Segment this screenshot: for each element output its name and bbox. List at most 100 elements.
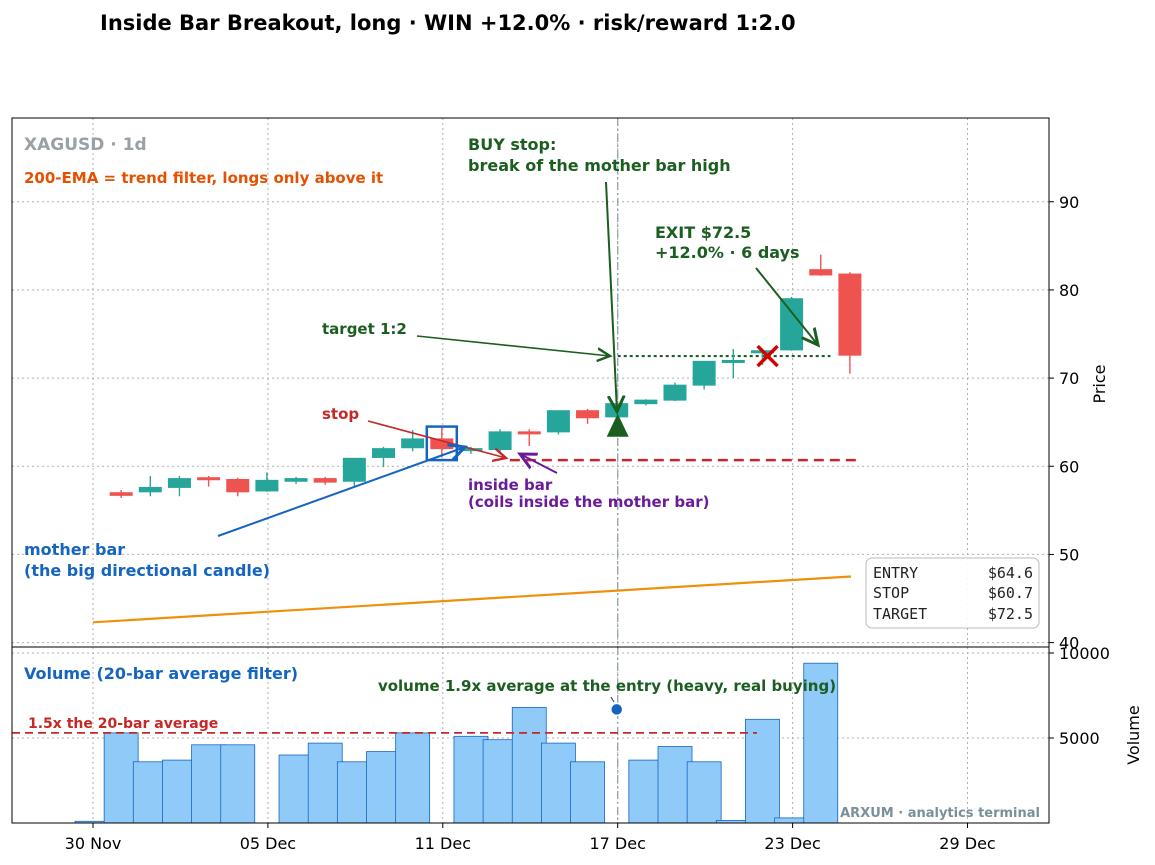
volume-bar (220, 744, 256, 824)
volume-bar (745, 718, 780, 824)
volume-title: Volume (20-bar average filter) (24, 664, 298, 683)
price-annotations: BUY stop: break of the mother bar high EXI… (24, 135, 818, 580)
price-tick-label: 90 (1059, 193, 1079, 212)
volume-bars (74, 662, 839, 824)
trade-entry-value: $64.6 (988, 564, 1033, 582)
entry-volume-label: volume 1.9x average at the entry (heavy,… (378, 677, 836, 695)
trade-target-label: TARGET (873, 605, 927, 623)
buy-stop-label-1: BUY stop: (468, 135, 556, 154)
candle-body (838, 273, 862, 356)
volume-bar (686, 761, 722, 824)
volume-bar (132, 761, 168, 824)
volume-bar (278, 754, 314, 824)
x-tick-label: 30 Nov (65, 834, 122, 853)
volume-bar (570, 761, 605, 824)
candle-body (546, 410, 570, 433)
candle-body (372, 448, 395, 458)
entry-volume-pointer (610, 696, 615, 703)
candle-body (284, 478, 308, 482)
volume-tick-label: 5000 (1059, 729, 1100, 748)
candle-body (109, 492, 133, 496)
mother-bar-label-2: (the big directional candle) (24, 561, 270, 580)
x-tick-label: 05 Dec (240, 834, 296, 853)
candle-body (138, 486, 162, 493)
candle-body (809, 269, 833, 276)
candle-body (663, 384, 687, 401)
symbol-label: XAGUSD · 1d (24, 135, 147, 155)
exit-label-2: +12.0% · 6 days (655, 243, 800, 262)
ema-200-line (92, 575, 851, 624)
candle-body (692, 360, 716, 386)
volume-axis-label: Volume (1124, 705, 1143, 765)
candles (109, 254, 862, 498)
stop-arrow (367, 420, 506, 458)
inside-bar-label-1: inside bar (468, 476, 553, 494)
candle-body (313, 478, 337, 483)
trade-box: ENTRY $64.6 STOP $60.7 TARGET $72.5 (865, 557, 1040, 629)
candle-body (721, 359, 745, 363)
trade-stop-label: STOP (873, 584, 909, 602)
trade-entry-label: ENTRY (873, 564, 918, 582)
target-arrow (416, 335, 610, 356)
entry-volume-marker (609, 702, 624, 717)
mother-bar-label-1: mother bar (24, 540, 125, 559)
ema-label: 200-EMA = trend filter, longs only above… (24, 169, 383, 187)
watermark: ARXUM · analytics terminal (840, 806, 1040, 821)
volume-bar (657, 746, 693, 824)
x-tick-label: 17 Dec (589, 834, 645, 853)
candle-body (576, 410, 600, 419)
volume-bar (395, 732, 431, 824)
volume-grid (12, 647, 1049, 823)
candle-body (517, 431, 541, 435)
candle-body (342, 457, 366, 482)
chart-title: Inside Bar Breakout, long · WIN +12.0% ·… (100, 11, 796, 35)
price-axis-label: Price (1090, 364, 1109, 403)
volume-bar (482, 739, 518, 824)
exit-arrow (755, 267, 818, 345)
volume-average-label: 1.5x the 20-bar average (28, 716, 218, 732)
volume-bar (336, 761, 372, 824)
candle-body (780, 298, 804, 351)
volume-tick-label: 10000 (1059, 644, 1110, 663)
buy-stop-label-2: break of the mother bar high (468, 156, 731, 175)
mother-bar-arrow (217, 447, 465, 537)
volume-frame (11, 646, 1050, 824)
mother-bar-highlight (425, 425, 459, 462)
candle-body (401, 438, 425, 449)
trade-stop-value: $60.7 (988, 584, 1033, 602)
candle-body (634, 399, 658, 405)
target-label: target 1:2 (322, 320, 407, 338)
volume-bar (191, 744, 227, 824)
entry-marker (606, 413, 629, 437)
candle-body (226, 478, 250, 493)
candle-body (255, 479, 279, 492)
volume-bar (511, 707, 547, 824)
price-tick-label: 60 (1059, 457, 1079, 476)
candle-body (488, 431, 512, 451)
x-tick-label: 29 Dec (939, 834, 995, 853)
ema-line (92, 575, 851, 624)
inside-bar-arrow (520, 454, 558, 474)
x-tick-label: 23 Dec (764, 834, 820, 853)
x-axis: 30 Nov 05 Dec 11 Dec 17 Dec 23 Dec 29 Dec (65, 823, 996, 853)
candle-body (197, 477, 221, 481)
price-tick-label: 80 (1059, 281, 1079, 300)
exit-label-1: EXIT $72.5 (655, 223, 751, 242)
volume-bar (162, 759, 197, 824)
price-tick-label: 70 (1059, 369, 1079, 388)
buy-stop-arrow (605, 181, 617, 412)
volume-annotations: 1.5x the 20-bar average volume 1.9x avera… (12, 677, 836, 734)
price-tick-label: 50 (1059, 545, 1079, 564)
price-axis: 40 50 60 70 80 90 (1049, 193, 1079, 653)
exit-marker (756, 344, 779, 368)
trade-levels (509, 118, 857, 647)
inside-bar-label-2: (coils inside the mother bar) (468, 493, 709, 511)
x-tick-label: 11 Dec (415, 834, 471, 853)
volume-axis: 5000 10000 (1049, 644, 1110, 748)
price-tick-label: 40 (1059, 634, 1079, 653)
stop-label: stop (322, 405, 359, 423)
candle-body (167, 478, 191, 488)
trade-target-value: $72.5 (988, 605, 1033, 623)
volume-bar (803, 662, 839, 824)
